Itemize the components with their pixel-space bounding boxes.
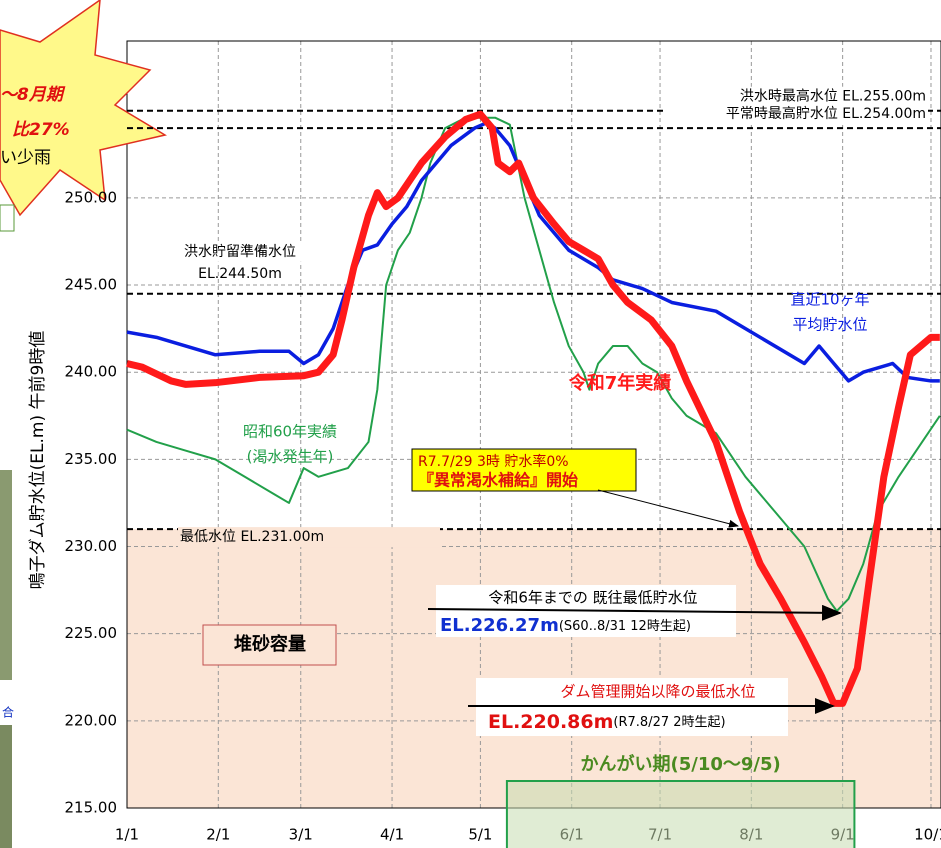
burst-text: い少雨: [0, 148, 51, 168]
record-level: EL.226.27m(S60..8/31 12時生起): [440, 615, 691, 636]
reference-label: 洪水時最高水位 EL.255.00m: [740, 88, 926, 105]
x-tick-label: 5/1: [468, 826, 492, 844]
record-note: (S60..8/31 12時生起): [559, 619, 691, 634]
legend-label: 平均貯水位: [792, 316, 867, 334]
notice-text: 『異常渇水補給』開始: [418, 471, 578, 490]
legend-label: 直近10ヶ年: [790, 291, 869, 309]
notice-text: R7.7/29 3時 貯水率0%: [418, 453, 569, 470]
legend-label: (渇水発生年): [247, 448, 334, 466]
record-title: 令和6年までの 既往最低貯水位: [488, 589, 697, 607]
y-axis-label: 鳴子ダム貯水位(EL.m) 午前9時値: [28, 331, 48, 590]
x-tick-label: 3/1: [289, 826, 313, 844]
x-tick-label: 2/1: [206, 826, 230, 844]
irrigation-period: [507, 781, 855, 848]
x-tick-label: 1/1: [115, 826, 139, 844]
edge-box: [0, 205, 14, 231]
record-level: EL.220.86m: [488, 711, 613, 733]
x-tick-label: 10/1: [914, 826, 941, 844]
reference-label: 最低水位 EL.231.00m: [180, 529, 324, 545]
edge-text: 合: [2, 705, 14, 720]
y-tick-label: 250.00: [65, 188, 118, 206]
reference-label: 洪水貯留準備水位: [184, 244, 296, 260]
irrigation-label: かんがい期(5/10〜9/5): [581, 753, 781, 775]
record-note: (R7.8/27 2時生起): [613, 715, 725, 730]
reference-label: 平常時最高貯水位 EL.254.00m: [726, 105, 926, 122]
edge-photo: [0, 470, 12, 680]
legend-label: 昭和60年実績: [243, 423, 337, 441]
sediment-label: 堆砂容量: [234, 633, 306, 655]
legend-label: 令和7年実績: [568, 372, 672, 394]
record-level: EL.226.27m: [440, 615, 559, 636]
y-tick-label: 215.00: [65, 799, 118, 817]
x-tick-label: 4/1: [380, 826, 404, 844]
record-level: EL.220.86m(R7.8/27 2時生起): [488, 711, 726, 733]
burst-text: 比27%: [12, 120, 70, 140]
record-title: ダム管理開始以降の最低水位: [560, 683, 755, 701]
y-tick-label: 225.00: [65, 624, 118, 642]
y-tick-label: 220.00: [65, 711, 118, 729]
y-tick-label: 235.00: [65, 450, 118, 468]
edge-photo: [0, 725, 12, 848]
burst-text: 〜8月期: [0, 85, 66, 105]
y-tick-label: 240.00: [65, 363, 118, 381]
y-tick-label: 230.00: [65, 537, 118, 555]
reference-label: EL.244.50m: [198, 266, 282, 282]
y-tick-label: 245.00: [65, 276, 118, 294]
chart: 〜8月期 比27% い少雨 合 鳴子ダム貯水位(EL.m) 午前9時値 215.…: [0, 0, 941, 848]
